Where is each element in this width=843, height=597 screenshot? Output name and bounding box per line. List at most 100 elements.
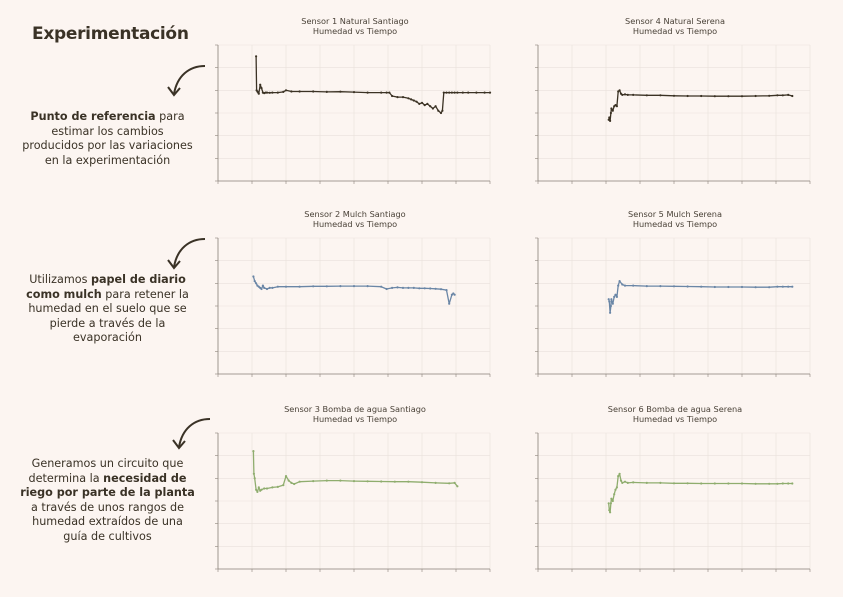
data-point (632, 481, 635, 484)
data-point (461, 91, 464, 94)
data-point (787, 93, 790, 96)
data-point (610, 497, 613, 500)
data-point (713, 285, 716, 289)
data-point (754, 94, 757, 98)
data-point (645, 285, 648, 288)
chart-title: Sensor 3 Bomba de agua Santiago (284, 404, 426, 414)
data-point (713, 95, 716, 98)
data-point (380, 91, 383, 94)
data-point (253, 477, 256, 480)
data-point (268, 286, 271, 289)
chart-plot (215, 237, 491, 377)
data-point (261, 284, 264, 287)
data-point (366, 285, 369, 288)
data-point (366, 91, 369, 94)
data-point (448, 302, 451, 305)
data-point (284, 475, 288, 478)
data-point (407, 480, 410, 483)
data-point (255, 55, 258, 58)
data-point (618, 89, 621, 92)
data-point (293, 482, 296, 486)
data-point (613, 295, 616, 298)
data-point (787, 285, 790, 288)
chart-sensor-5: Sensor 5 Mulch Serena Humedad vs Tiempo (530, 209, 820, 384)
data-point (453, 91, 456, 94)
series-line (608, 280, 793, 314)
data-point (391, 94, 394, 98)
data-point (686, 285, 689, 288)
data-point (415, 100, 418, 103)
data-point (621, 283, 624, 286)
data-point (439, 111, 443, 115)
data-point (287, 479, 290, 482)
data-point (791, 482, 794, 485)
data-point (352, 480, 356, 483)
note-bold-text: papel de diario como mulch (26, 273, 186, 301)
data-point (380, 480, 383, 483)
chart-sensor-2: Sensor 2 Mulch Santiago Humedad vs Tiemp… (210, 209, 500, 384)
data-point (672, 285, 676, 288)
data-point (325, 479, 328, 482)
data-point (776, 482, 779, 485)
data-point (429, 105, 432, 108)
chart-subtitle: Humedad vs Tiempo (312, 414, 398, 424)
data-point (396, 286, 399, 289)
data-point (623, 284, 627, 287)
data-point (700, 285, 703, 288)
data-point (366, 480, 369, 483)
data-point (263, 487, 266, 490)
data-point (282, 90, 285, 93)
curved-arrow-icon (167, 65, 206, 97)
data-point (727, 285, 730, 289)
data-point (754, 286, 757, 289)
chart-subtitle: Humedad vs Tiempo (312, 219, 398, 229)
data-point (615, 105, 618, 108)
data-point (608, 116, 611, 119)
data-point (352, 91, 356, 94)
curved-arrow-icon (167, 238, 206, 270)
data-point (740, 95, 744, 98)
data-point (391, 286, 394, 289)
chart-sensor-3: Sensor 3 Bomba de agua Santiago Humedad … (210, 404, 500, 579)
data-point (611, 302, 614, 305)
data-point (312, 90, 315, 93)
chart-title: Sensor 2 Mulch Santiago (304, 209, 406, 219)
data-point (265, 287, 269, 291)
data-point (713, 482, 716, 485)
chart-sensor-4: Sensor 4 Natural Serena Humedad vs Tiemp… (530, 16, 820, 191)
data-point (659, 481, 662, 484)
data-point (385, 287, 388, 291)
data-point (339, 479, 342, 482)
data-point (614, 293, 617, 296)
chart-plot (535, 432, 811, 572)
data-point (434, 105, 437, 108)
chart-sensor-1: Sensor 1 Natural Santiago Humedad vs Tie… (210, 16, 500, 191)
data-point (483, 91, 486, 94)
data-point (611, 499, 614, 503)
note-bold-text: Punto de referencia (30, 110, 156, 123)
data-point (626, 481, 629, 484)
data-point (268, 91, 271, 94)
data-point (453, 481, 456, 484)
data-point (252, 450, 255, 453)
data-point (456, 91, 459, 94)
data-point (475, 91, 478, 94)
data-point (380, 285, 383, 288)
data-point (781, 285, 784, 288)
data-point (385, 91, 388, 94)
note-text: a través de unos rangos de humedad extra… (31, 500, 184, 543)
data-point (352, 285, 356, 288)
data-point (439, 288, 443, 291)
data-point (626, 93, 629, 96)
data-point (609, 511, 612, 514)
chart-subtitle: Humedad vs Tiempo (312, 26, 398, 36)
data-point (418, 102, 421, 105)
data-point (256, 490, 259, 493)
data-point (252, 275, 255, 278)
data-point (298, 285, 301, 288)
data-point (781, 94, 784, 97)
data-point (388, 91, 391, 94)
data-point (298, 90, 301, 93)
data-point (776, 285, 779, 288)
data-point (265, 487, 269, 490)
